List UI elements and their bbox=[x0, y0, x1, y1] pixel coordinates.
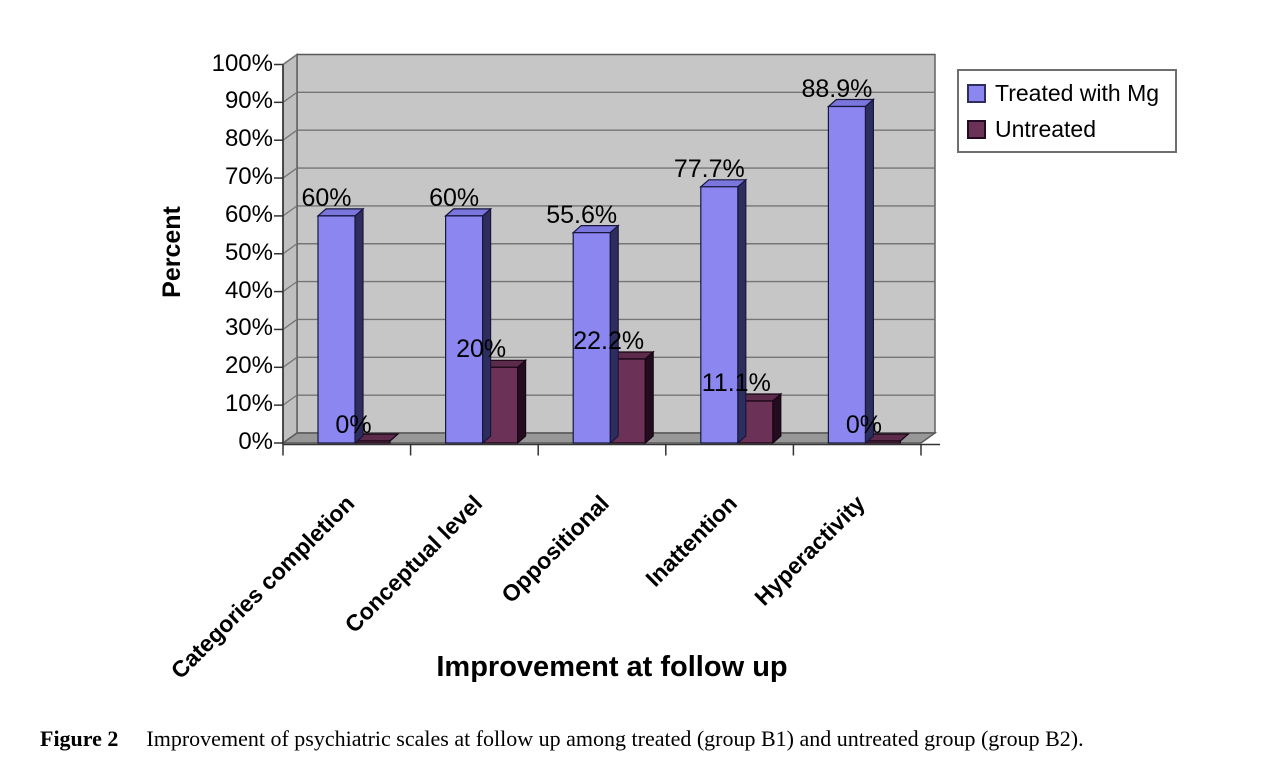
treated-series-swatch-icon bbox=[967, 83, 986, 103]
untreated-series-swatch-icon bbox=[967, 119, 986, 139]
legend-item-treated: Treated with Mg bbox=[967, 80, 1167, 107]
bar-chart: 0% 10% 20% 30% 40% 50% 60% 70% 80% 90% 100% 60% 0% 60… bbox=[158, 50, 1177, 684]
bar bbox=[700, 186, 739, 444]
plot-3d-svg bbox=[274, 53, 940, 456]
legend-item-untreated: Untreated bbox=[967, 116, 1167, 143]
bar bbox=[445, 215, 484, 444]
bar bbox=[827, 105, 867, 444]
x-axis-title: Improvement at follow up bbox=[436, 651, 788, 683]
bar bbox=[572, 232, 611, 444]
legend-label-treated: Treated with Mg bbox=[995, 79, 1160, 106]
caption-text: Improvement of psychiatric scales at fol… bbox=[146, 726, 1084, 751]
y-axis-title: Percent bbox=[158, 206, 186, 298]
figure-caption: Figure 2 Improvement of psychiatric scale… bbox=[40, 726, 1260, 752]
legend: Treated with Mg Untreated bbox=[957, 69, 1177, 153]
legend-label-untreated: Untreated bbox=[995, 115, 1097, 142]
caption-label: Figure 2 bbox=[40, 726, 119, 751]
bar bbox=[317, 215, 356, 444]
